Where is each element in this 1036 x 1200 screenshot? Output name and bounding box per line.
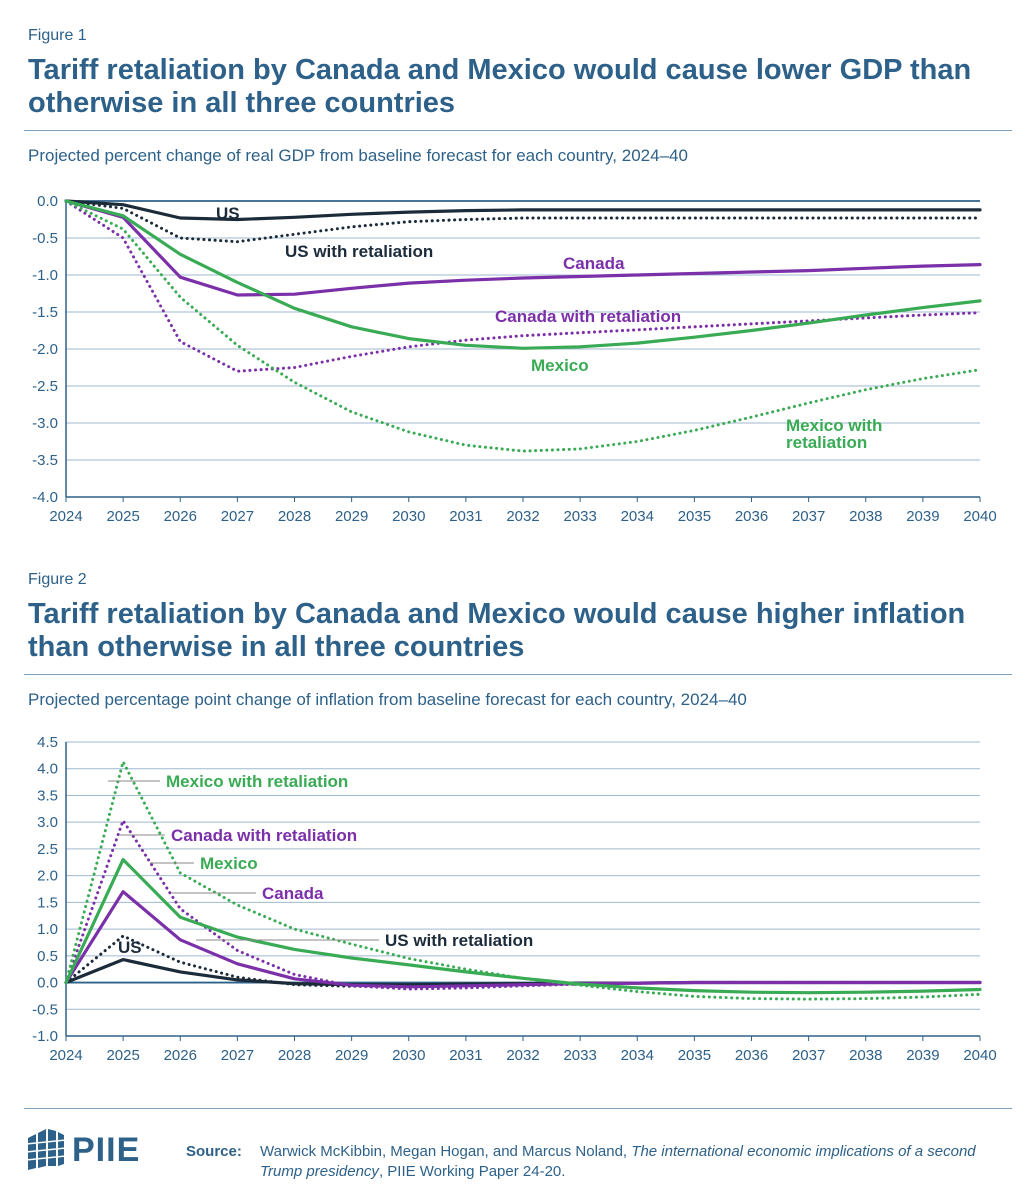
series-line-canada-with-retaliation bbox=[64, 199, 982, 373]
x-tick-label: 2032 bbox=[506, 1047, 539, 1064]
x-tick-label: 2037 bbox=[792, 1047, 825, 1064]
series-annotation: US with retaliation bbox=[385, 931, 533, 950]
x-tick-label: 2027 bbox=[221, 1047, 254, 1064]
x-tick-label: 2038 bbox=[849, 1047, 882, 1064]
source-title: The international economic implications … bbox=[260, 1143, 976, 1180]
y-tick-label: -1.5 bbox=[32, 304, 58, 321]
x-tick-label: 2033 bbox=[563, 508, 596, 525]
x-tick-label: 2025 bbox=[106, 1047, 139, 1064]
series-annotation: US bbox=[118, 938, 142, 957]
x-tick-label: 2033 bbox=[563, 1047, 596, 1064]
gdp-line-chart: 0.0 -0.5 -1.0 -1.5 -2.0 -2.5 -3.0 -3.5 -4.0 2024 2… bbox=[32, 193, 997, 525]
figure-2-title: Tariff retaliation by Canada and Mexico … bbox=[28, 598, 966, 663]
piie-logo: PIIE bbox=[26, 1128, 140, 1172]
x-tick-label: 2031 bbox=[449, 1047, 482, 1064]
y-tick-label: -3.0 bbox=[32, 415, 58, 432]
series-annotation: Mexico bbox=[200, 854, 258, 873]
y-tick-label: 2.0 bbox=[37, 868, 58, 885]
x-tick-label: 2036 bbox=[735, 508, 768, 525]
x-tick-label: 2030 bbox=[392, 508, 425, 525]
x-tick-label: 2035 bbox=[678, 508, 711, 525]
series-annotation: US bbox=[216, 204, 240, 223]
x-tick-label: 2036 bbox=[735, 1047, 768, 1064]
series-annotation: Canada bbox=[563, 254, 625, 273]
figure-1-title: Tariff retaliation by Canada and Mexico … bbox=[28, 54, 972, 119]
x-tick-label: 2029 bbox=[335, 508, 368, 525]
figure-2-label: Figure 2 bbox=[28, 571, 87, 588]
series-line-mexico bbox=[64, 858, 982, 995]
figure-2-title-rule bbox=[24, 674, 1012, 675]
series-annotation: Mexico with retaliation bbox=[166, 772, 348, 791]
series-annotation: retaliation bbox=[786, 433, 867, 452]
y-tick-label: 0.5 bbox=[37, 948, 58, 965]
series-line-canada bbox=[64, 199, 982, 297]
x-tick-label: 2030 bbox=[392, 1047, 425, 1064]
x-tick-label: 2038 bbox=[849, 508, 882, 525]
y-tick-label: -2.5 bbox=[32, 378, 58, 395]
piie-logo-icon bbox=[26, 1129, 66, 1170]
x-tick-label: 2039 bbox=[906, 508, 939, 525]
y-tick-label: -2.0 bbox=[32, 341, 58, 358]
figure-1-title-rule bbox=[24, 130, 1012, 131]
series-line-mexico-with-retaliation bbox=[64, 760, 982, 1001]
y-tick-label: 1.5 bbox=[37, 894, 58, 911]
series-line-mexico bbox=[64, 199, 982, 350]
y-tick-label: -0.5 bbox=[32, 1001, 58, 1018]
footer-rule bbox=[24, 1108, 1012, 1109]
x-tick-label: 2026 bbox=[164, 1047, 197, 1064]
series-line-us bbox=[64, 199, 982, 222]
source-label: Source: bbox=[186, 1143, 242, 1160]
y-tick-label: -1.0 bbox=[32, 267, 58, 284]
y-tick-label: 4.5 bbox=[37, 734, 58, 751]
x-tick-label: 2025 bbox=[106, 508, 139, 525]
source-authors: Warwick McKibbin, Megan Hogan, and Marcu… bbox=[260, 1143, 628, 1160]
series-annotation: Canada with retaliation bbox=[171, 826, 357, 845]
series-line-canada-with-retaliation bbox=[64, 819, 982, 991]
piie-logo-text: PIIE bbox=[72, 1130, 141, 1169]
x-tick-label: 2040 bbox=[963, 1047, 996, 1064]
y-tick-label: 0.0 bbox=[37, 193, 58, 210]
x-tick-label: 2026 bbox=[164, 508, 197, 525]
source-text: Warwick McKibbin, Megan Hogan, and Marcu… bbox=[260, 1142, 1016, 1182]
x-tick-label: 2031 bbox=[449, 508, 482, 525]
x-tick-label: 2040 bbox=[963, 508, 996, 525]
x-tick-label: 2037 bbox=[792, 508, 825, 525]
x-tick-label: 2028 bbox=[278, 508, 311, 525]
series-annotation: Mexico bbox=[531, 356, 589, 375]
series-annotation: Canada bbox=[262, 884, 324, 903]
figure-1-subtitle: Projected percent change of real GDP fro… bbox=[28, 146, 688, 165]
x-tick-label: 2032 bbox=[506, 508, 539, 525]
x-tick-label: 2024 bbox=[49, 508, 82, 525]
figure-2-subtitle: Projected percentage point change of inf… bbox=[28, 690, 747, 709]
x-tick-label: 2039 bbox=[906, 1047, 939, 1064]
y-tick-label: -4.0 bbox=[32, 489, 58, 506]
source-tail: , PIIE Working Paper 24-20. bbox=[378, 1163, 566, 1180]
x-tick-label: 2034 bbox=[621, 1047, 654, 1064]
x-tick-label: 2028 bbox=[278, 1047, 311, 1064]
y-tick-label: -1.0 bbox=[32, 1028, 58, 1045]
x-tick-label: 2034 bbox=[621, 508, 654, 525]
series-annotation: US with retaliation bbox=[285, 242, 433, 261]
x-tick-label: 2029 bbox=[335, 1047, 368, 1064]
y-tick-label: 2.5 bbox=[37, 841, 58, 858]
y-tick-label: 4.0 bbox=[37, 761, 58, 778]
y-tick-label: -3.5 bbox=[32, 452, 58, 469]
y-tick-label: 0.0 bbox=[37, 975, 58, 992]
y-tick-label: 3.5 bbox=[37, 787, 58, 804]
y-tick-label: 3.0 bbox=[37, 814, 58, 831]
x-tick-label: 2035 bbox=[678, 1047, 711, 1064]
inflation-line-chart: 4.5 4.0 3.5 3.0 2.5 2.0 1.5 1.0 0.5 0.0 -0.5 -1.0 20… bbox=[32, 734, 997, 1064]
series-annotation: Canada with retaliation bbox=[495, 307, 681, 326]
series-line-us-with-retaliation bbox=[64, 199, 982, 244]
series-line-mexico-with-retaliation bbox=[64, 199, 982, 453]
figure-1-label: Figure 1 bbox=[28, 27, 87, 44]
x-tick-label: 2027 bbox=[221, 508, 254, 525]
source-note: Source: Warwick McKibbin, Megan Hogan, a… bbox=[186, 1142, 1016, 1180]
x-tick-label: 2024 bbox=[49, 1047, 82, 1064]
y-tick-label: 1.0 bbox=[37, 921, 58, 938]
y-tick-label: -0.5 bbox=[32, 230, 58, 247]
series-annotation: Mexico with bbox=[786, 416, 882, 435]
